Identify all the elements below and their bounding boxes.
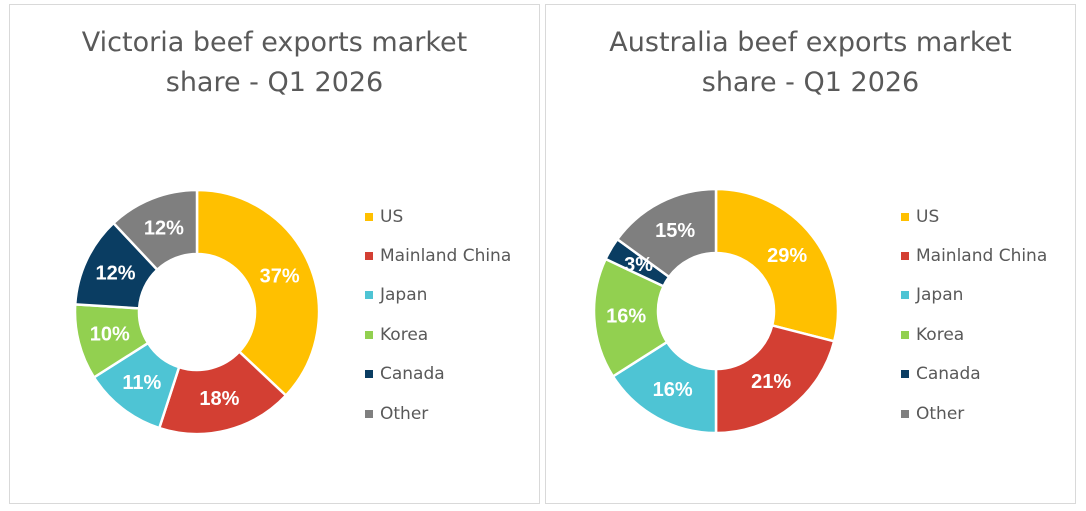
legend-item-canada: Canada — [901, 355, 1047, 394]
legend-item-japan: Japan — [365, 276, 511, 315]
data-label-japan: 16% — [653, 379, 693, 401]
legend-item-other: Other — [901, 394, 1047, 433]
slice-other — [616, 187, 718, 279]
legend-item-korea: Korea — [365, 315, 511, 354]
data-label-us: 37% — [260, 265, 300, 287]
legend-label: Mainland China — [380, 246, 512, 267]
legend-label: Japan — [916, 285, 964, 306]
data-label-canada: 12% — [96, 263, 136, 285]
legend-swatch — [365, 370, 373, 379]
legend-item-korea: Korea — [901, 315, 1047, 354]
legend-label: Japan — [380, 285, 428, 306]
chart-title: Victoria beef exports market share - Q1 … — [10, 23, 539, 103]
legend-swatch — [901, 291, 909, 300]
legend-label: Canada — [916, 364, 981, 385]
data-label-japan: 11% — [122, 372, 161, 394]
chart-title-line-1: Victoria beef exports market — [81, 27, 468, 58]
data-label-korea: 16% — [606, 306, 646, 328]
chart-title-line-1: Australia beef exports market — [609, 27, 1012, 58]
legend-swatch — [901, 409, 909, 418]
chart-title-line-2: share - Q1 2026 — [165, 67, 384, 98]
legend-swatch — [365, 291, 373, 300]
legend-swatch — [365, 252, 373, 261]
chart-legend: US Mainland China Japan Korea Canada Other — [365, 197, 511, 433]
data-label-us: 29% — [767, 245, 807, 267]
legend-swatch — [901, 370, 909, 379]
legend-label: Other — [916, 403, 965, 424]
slice-other — [112, 188, 199, 271]
data-label-canada: 3% — [624, 254, 653, 276]
slice-mainland-china — [714, 324, 836, 435]
legend-item-japan: Japan — [901, 276, 1047, 315]
slice-us — [195, 188, 321, 397]
legend-item-mainland-china: Mainland China — [365, 236, 511, 275]
donut-chart: 37% 18% 11% 10% 12% 12% — [73, 188, 321, 436]
legend-swatch — [901, 252, 909, 261]
data-label-mainland-china: 21% — [751, 371, 791, 393]
legend-label: US — [916, 206, 940, 227]
legend-item-us: US — [365, 197, 511, 236]
legend-label: Korea — [916, 324, 965, 345]
donut-chart: 29% 21% 16% 16% 3%15% — [592, 187, 840, 435]
legend-item-us: US — [901, 197, 1047, 236]
slice-us — [714, 187, 840, 343]
legend-label: Other — [380, 403, 429, 424]
legend-label: Canada — [380, 364, 445, 385]
legend-swatch — [901, 330, 909, 339]
chart-title: Australia beef exports market share - Q1… — [546, 23, 1075, 103]
legend-item-canada: Canada — [365, 355, 511, 394]
legend-label: Mainland China — [916, 246, 1048, 267]
data-label-mainland-china: 18% — [199, 388, 239, 410]
legend-item-other: Other — [365, 394, 511, 433]
chart-title-line-2: share - Q1 2026 — [701, 67, 920, 98]
data-label-other: 15% — [655, 220, 695, 242]
data-label-korea: 10% — [90, 323, 130, 345]
legend-label: US — [380, 206, 404, 227]
legend-swatch — [901, 212, 909, 221]
legend-swatch — [365, 330, 373, 339]
chart-legend: US Mainland China Japan Korea Canada Other — [901, 197, 1047, 433]
legend-label: Korea — [380, 324, 429, 345]
chart-panel-victoria: Victoria beef exports market share - Q1 … — [9, 4, 540, 504]
legend-swatch — [365, 409, 373, 418]
legend-swatch — [365, 212, 373, 221]
chart-panel-australia: Australia beef exports market share - Q1… — [545, 4, 1076, 504]
data-label-other: 12% — [144, 217, 184, 239]
legend-item-mainland-china: Mainland China — [901, 236, 1047, 275]
